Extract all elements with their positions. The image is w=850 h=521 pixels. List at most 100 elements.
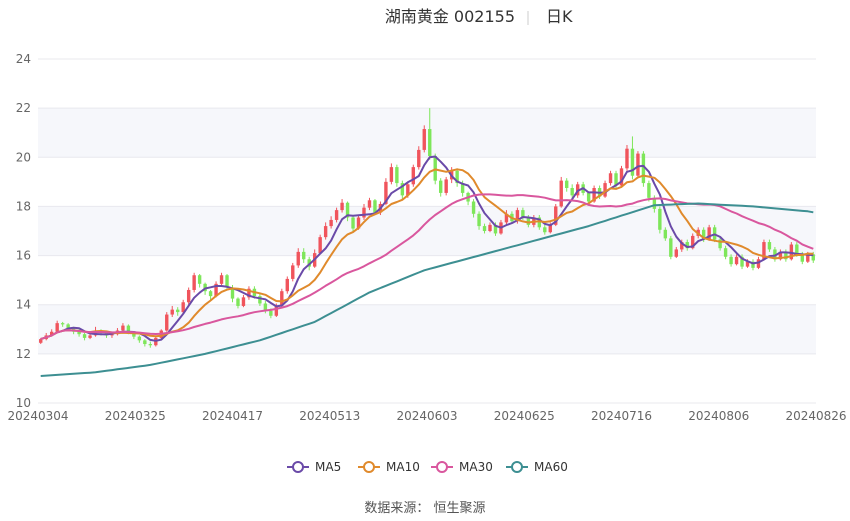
candle-body: [165, 314, 169, 331]
candle: [619, 165, 624, 187]
candle-body: [214, 283, 218, 297]
candle: [630, 136, 635, 180]
candle-body: [126, 325, 131, 333]
candle-body: [592, 188, 596, 202]
candle-body: [345, 202, 350, 218]
legend-item-ma30[interactable]: MA30: [431, 460, 493, 474]
legend-marker: [363, 461, 375, 473]
candle-body: [625, 148, 629, 169]
candle: [302, 248, 306, 263]
candle-body: [795, 244, 799, 255]
candle: [143, 339, 147, 347]
candle-body: [734, 256, 739, 265]
candle: [121, 323, 125, 332]
candle-body: [762, 242, 766, 260]
candle: [334, 207, 339, 223]
candle-body: [395, 167, 399, 184]
candle-body: [241, 297, 246, 306]
candle-body: [751, 261, 755, 268]
candle-body: [674, 249, 678, 257]
candle: [504, 210, 509, 225]
candle: [707, 224, 711, 241]
candle-body: [811, 254, 815, 261]
candle: [543, 224, 547, 235]
legend-item-ma60[interactable]: MA60: [506, 460, 568, 474]
x-tick-label: 20240716: [591, 409, 652, 423]
candle-body: [586, 192, 591, 202]
y-tick-label: 10: [16, 396, 31, 410]
candle: [60, 321, 65, 327]
candle: [389, 163, 394, 185]
candle-body: [77, 331, 81, 335]
grid-band: [38, 304, 816, 354]
candle-body: [367, 200, 372, 208]
candle: [323, 222, 328, 240]
candle-body: [351, 217, 355, 229]
candle-body: [334, 210, 339, 220]
candle-body: [406, 184, 410, 196]
candle-body: [543, 227, 547, 233]
candle: [417, 146, 421, 170]
candle-body: [49, 331, 54, 336]
candle: [751, 259, 755, 271]
candle-body: [641, 153, 646, 184]
candle-body: [691, 235, 695, 249]
legend-item-ma5[interactable]: MA5: [287, 460, 341, 474]
candle-body: [148, 344, 153, 346]
candle: [258, 293, 262, 306]
candle-body: [329, 219, 333, 227]
candle: [444, 176, 448, 196]
period-label[interactable]: 日K: [546, 7, 573, 26]
candle-body: [428, 129, 432, 157]
candle: [647, 180, 651, 202]
candle-body: [493, 224, 498, 234]
candle: [340, 199, 344, 213]
candle-body: [658, 208, 662, 230]
candle: [559, 176, 563, 208]
candle: [318, 234, 322, 255]
candle: [329, 216, 333, 229]
candle: [680, 239, 684, 252]
candle: [669, 235, 673, 260]
candle-body: [548, 224, 552, 233]
legend-item-ma10[interactable]: MA10: [358, 460, 420, 474]
candle: [362, 203, 366, 220]
candle: [137, 335, 142, 343]
candle: [55, 320, 59, 333]
candle-body: [455, 170, 459, 184]
candle-body: [521, 210, 525, 218]
y-tick-label: 12: [16, 347, 31, 361]
x-tick-label: 20240826: [785, 409, 846, 423]
candle-body: [181, 302, 185, 313]
candle: [214, 281, 218, 298]
candle-body: [362, 207, 366, 218]
candle-body: [384, 181, 388, 204]
candle: [636, 151, 640, 179]
candle-body: [663, 229, 668, 239]
legend-label: MA5: [315, 460, 341, 474]
candle-body: [340, 202, 344, 211]
candle-body: [669, 238, 673, 257]
candle-body: [444, 179, 448, 193]
candle-body: [647, 183, 651, 198]
y-tick-label: 24: [16, 52, 31, 66]
candle: [208, 289, 213, 300]
candle-body: [422, 129, 426, 150]
legend-label: MA30: [459, 460, 493, 474]
y-tick-label: 20: [16, 150, 31, 164]
candle-body: [806, 254, 810, 262]
candle: [219, 272, 224, 287]
candle-body: [729, 256, 733, 265]
candle: [236, 297, 240, 309]
candle-body: [603, 183, 607, 197]
candle-body: [269, 310, 273, 316]
candle: [734, 254, 739, 266]
candle: [608, 170, 613, 186]
candle-body: [285, 278, 289, 292]
candle-body: [515, 210, 520, 222]
candle: [400, 180, 405, 200]
candle: [367, 197, 372, 211]
candle-body: [438, 180, 443, 193]
